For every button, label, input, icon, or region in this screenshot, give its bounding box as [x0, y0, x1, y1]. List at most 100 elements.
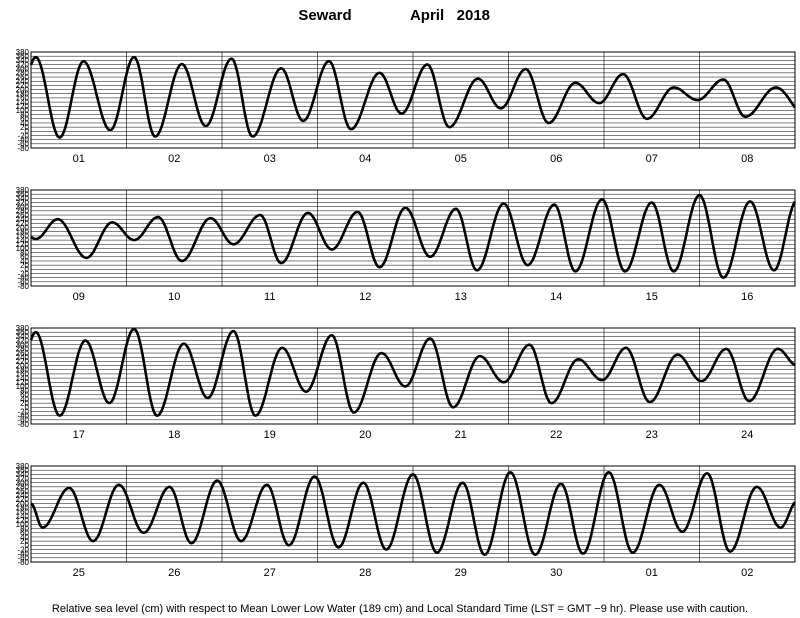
y-tick-label: 260 [16, 73, 30, 82]
y-tick-label: 140 [16, 374, 30, 383]
y-tick-label: -20 [17, 131, 29, 140]
day-label: 21 [455, 429, 467, 441]
y-tick-label: 20 [20, 537, 29, 546]
y-tick-label: 200 [16, 223, 30, 232]
chart-caption: Relative sea level (cm) with respect to … [52, 603, 748, 615]
y-tick-label: 260 [16, 487, 30, 496]
day-label: 11 [264, 291, 275, 303]
y-tick-label: 220 [16, 495, 30, 504]
day-label: 09 [73, 291, 85, 303]
y-tick-label: 160 [16, 232, 30, 241]
y-tick-label: 360 [16, 466, 30, 475]
day-label: 19 [264, 429, 276, 441]
day-label: 04 [359, 153, 371, 165]
y-tick-label: 80 [20, 386, 29, 395]
day-label: 28 [359, 567, 371, 579]
y-tick-label: 140 [16, 98, 30, 107]
y-tick-label: 240 [16, 353, 30, 362]
y-tick-label: 280 [16, 69, 30, 78]
y-tick-label: 380 [16, 462, 30, 471]
day-label: 25 [73, 567, 85, 579]
y-tick-label: 60 [20, 529, 29, 538]
y-tick-label: 320 [16, 336, 30, 345]
y-tick-label: 40 [20, 257, 29, 266]
y-tick-label: 380 [16, 186, 30, 195]
tide-panel-1: 3803603403203002802602402202001801601401… [16, 48, 797, 165]
y-tick-label: 160 [16, 508, 30, 517]
day-label: 23 [646, 429, 658, 441]
y-tick-label: 200 [16, 499, 30, 508]
day-label: 10 [168, 291, 180, 303]
y-tick-label: 120 [16, 378, 30, 387]
y-tick-label: 300 [16, 64, 30, 73]
day-label: 26 [168, 567, 180, 579]
y-tick-label: 300 [16, 202, 30, 211]
y-tick-label: -20 [17, 269, 29, 278]
y-tick-label: 320 [16, 198, 30, 207]
y-tick-label: 40 [20, 395, 29, 404]
y-tick-label: 80 [20, 248, 29, 257]
y-tick-label: 380 [16, 48, 30, 57]
day-label: 30 [550, 567, 562, 579]
y-tick-label: 140 [16, 512, 30, 521]
y-tick-label: 220 [16, 357, 30, 366]
plot-frame [30, 465, 796, 563]
y-tick-label: 220 [16, 219, 30, 228]
y-tick-label: 180 [16, 228, 30, 237]
y-tick-label: 100 [16, 520, 30, 529]
y-tick-label: -40 [17, 549, 29, 558]
y-tick-label: 340 [16, 332, 30, 341]
day-label: 15 [646, 291, 658, 303]
y-tick-label: 20 [20, 123, 29, 132]
y-tick-label: 180 [16, 366, 30, 375]
plot-frame [30, 51, 796, 149]
day-label: 17 [73, 429, 85, 441]
tide-panel-2: 3803603403203002802602402202001801601401… [16, 186, 797, 303]
y-tick-label: 180 [16, 90, 30, 99]
y-tick-label: 360 [16, 52, 30, 61]
y-tick-label: 100 [16, 244, 30, 253]
y-tick-label: 260 [16, 349, 30, 358]
y-tick-label: -80 [17, 282, 29, 291]
day-label: 14 [550, 291, 562, 303]
y-tick-label: 280 [16, 345, 30, 354]
y-tick-label: 120 [16, 516, 30, 525]
y-tick-label: 80 [20, 524, 29, 533]
y-tick-label: 60 [20, 391, 29, 400]
y-tick-label: -20 [17, 545, 29, 554]
y-tick-label: 160 [16, 370, 30, 379]
y-tick-label: 20 [20, 261, 29, 270]
y-tick-label: 360 [16, 190, 30, 199]
y-tick-label: -60 [17, 416, 29, 425]
tide-panel-3: 3803603403203002802602402202001801601401… [16, 324, 796, 441]
y-tick-label: 40 [20, 119, 29, 128]
tide-series-line [29, 327, 796, 418]
plot-frame [30, 327, 796, 425]
y-tick-label: 280 [16, 483, 30, 492]
y-tick-label: -80 [17, 558, 29, 567]
y-tick-label: -80 [17, 420, 29, 429]
day-label: 02 [168, 153, 180, 165]
y-tick-label: 360 [16, 328, 30, 337]
y-tick-label: 0 [25, 127, 30, 136]
y-tick-label: -40 [17, 411, 29, 420]
day-label: 20 [359, 429, 371, 441]
y-tick-label: -60 [17, 554, 29, 563]
y-tick-label: 300 [16, 478, 30, 487]
y-tick-label: 260 [16, 211, 30, 220]
day-label: 01 [646, 567, 658, 579]
day-label: 06 [550, 153, 562, 165]
tide-series-line [30, 193, 797, 279]
y-tick-label: -60 [17, 140, 29, 149]
tide-series-line [30, 470, 796, 557]
y-tick-label: 120 [16, 240, 30, 249]
chart-title-station: Seward [298, 7, 351, 24]
y-tick-label: 320 [16, 474, 30, 483]
chart-panels: 3803603403203002802602402202001801601401… [16, 48, 797, 579]
day-label: 08 [741, 153, 753, 165]
y-tick-label: 40 [20, 533, 29, 542]
y-tick-label: 80 [20, 110, 29, 119]
y-tick-label: 120 [16, 102, 30, 111]
y-tick-label: -40 [17, 135, 29, 144]
